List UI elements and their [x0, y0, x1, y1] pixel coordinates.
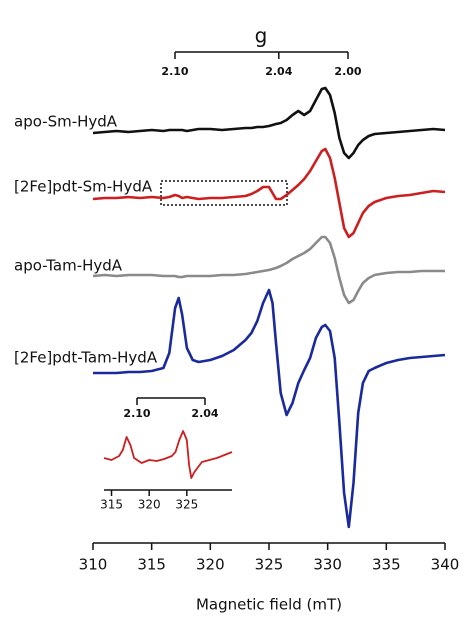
- g-tick-label: 2.00: [334, 65, 361, 78]
- g-tick-label: 2.04: [191, 407, 218, 420]
- x-tick-label: 320: [138, 498, 161, 512]
- g-tick-label: 2.10: [161, 65, 188, 78]
- series-label: apo-Sm-HydA: [14, 113, 118, 131]
- spectrum-line: [103, 430, 233, 479]
- x-axis-label: Magnetic field (mT): [196, 596, 342, 614]
- series-label: [2Fe]pdt-Sm-HydA: [14, 178, 153, 196]
- x-tick-label: 325: [175, 498, 198, 512]
- spectrum-line: [93, 288, 446, 529]
- x-tick-label: 335: [372, 556, 401, 574]
- spectrum-line: [92, 86, 446, 160]
- x-tick-label: 315: [100, 498, 123, 512]
- g-axis-label: g: [255, 24, 268, 48]
- series-label: [2Fe]pdt-Tam-HydA: [14, 349, 158, 367]
- highlight-box: [160, 180, 288, 206]
- g-tick-label: 2.04: [265, 65, 292, 78]
- x-tick-label: 330: [313, 556, 342, 574]
- g-tick-label: 2.10: [123, 407, 150, 420]
- series-label: apo-Tam-HydA: [14, 257, 123, 275]
- x-tick-label: 310: [79, 556, 108, 574]
- x-tick-label: 320: [196, 556, 225, 574]
- x-tick-label: 315: [137, 556, 166, 574]
- x-tick-label: 340: [431, 556, 460, 574]
- spectrum-line: [92, 147, 446, 239]
- spectrum-line: [92, 235, 445, 305]
- x-tick-label: 325: [255, 556, 284, 574]
